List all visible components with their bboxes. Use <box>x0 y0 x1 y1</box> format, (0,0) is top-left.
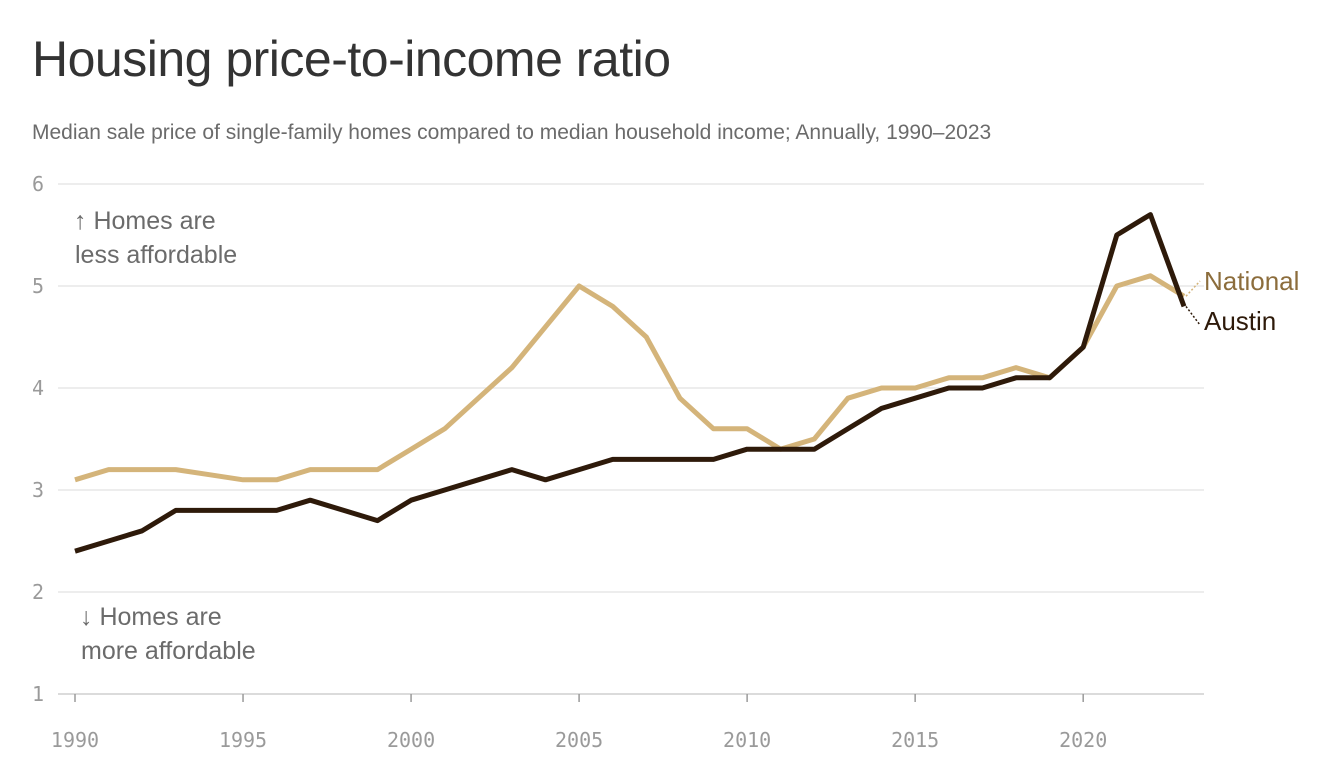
y-axis-ticks: 1 2 3 4 5 6 <box>32 172 44 706</box>
chart-subtitle: Median sale price of single-family homes… <box>32 121 992 144</box>
chart-title: Housing price-to-income ratio <box>32 31 671 87</box>
x-tick-label: 2010 <box>723 728 771 752</box>
series-line-national <box>74 273 1186 483</box>
y-tick-label: 5 <box>32 274 44 298</box>
annotation-top-line1: ↑ Homes are <box>74 207 216 235</box>
y-tick-label: 1 <box>32 682 44 706</box>
x-tick-label: 2015 <box>891 728 939 752</box>
leader-line-national <box>1185 280 1201 297</box>
series-label-austin: Austin <box>1204 306 1276 336</box>
grid-lines <box>58 183 1204 695</box>
y-tick-label: 4 <box>32 376 44 400</box>
x-tick-label: 1995 <box>219 728 267 752</box>
annotation-bottom-line1: ↓ Homes are <box>80 603 222 631</box>
y-tick-label: 6 <box>32 172 44 196</box>
series-line-austin <box>74 212 1187 554</box>
series-labels: National Austin <box>1185 266 1299 336</box>
x-tick-label: 1990 <box>51 728 99 752</box>
annotation-bottom-line2: more affordable <box>81 637 256 665</box>
y-tick-label: 3 <box>32 478 44 502</box>
annotation-top-line2: less affordable <box>75 241 237 269</box>
annotations: ↑ Homes are less affordable ↓ Homes are … <box>74 207 256 665</box>
x-axis: 1990 1995 2000 2005 2010 2015 2020 <box>51 694 1107 752</box>
series-lines <box>74 212 1187 554</box>
x-tick-label: 2005 <box>555 728 603 752</box>
series-label-national: National <box>1204 266 1299 296</box>
x-tick-label: 2020 <box>1059 728 1107 752</box>
x-tick-label: 2000 <box>387 728 435 752</box>
leader-line-austin <box>1185 305 1201 326</box>
y-tick-label: 2 <box>32 580 44 604</box>
